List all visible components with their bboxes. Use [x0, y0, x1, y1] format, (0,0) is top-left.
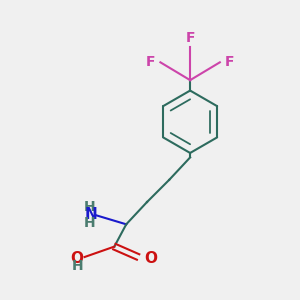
Text: F: F — [225, 55, 235, 69]
Text: O: O — [145, 251, 158, 266]
Text: F: F — [185, 31, 195, 45]
Text: H: H — [84, 200, 96, 214]
Text: H: H — [71, 259, 83, 273]
Text: O: O — [70, 251, 83, 266]
Text: N: N — [85, 207, 98, 222]
Text: F: F — [146, 55, 155, 69]
Text: H: H — [84, 216, 96, 230]
